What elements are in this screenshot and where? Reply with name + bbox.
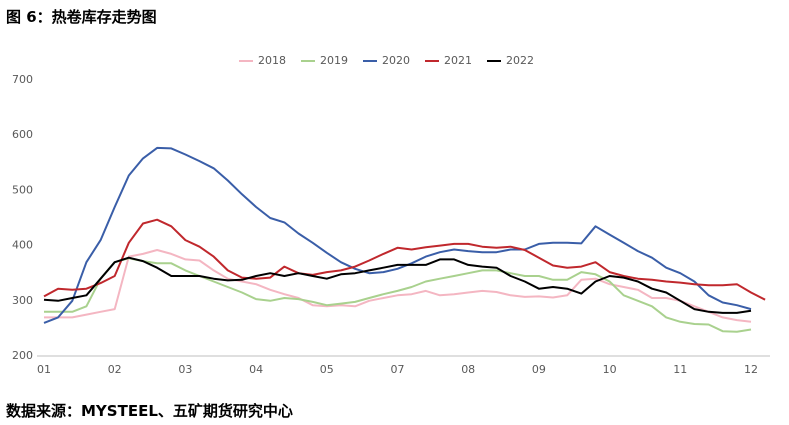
x-tick-label: 10: [603, 363, 617, 376]
x-tick-label: 08: [461, 363, 475, 376]
y-tick-label: 700: [12, 73, 33, 86]
legend-label: 2020: [382, 54, 410, 67]
x-tick-label: 02: [108, 363, 122, 376]
y-tick-label: 600: [12, 128, 33, 141]
source-note: 数据来源：MYSTEEL、五矿期货研究中心: [6, 402, 293, 420]
series-line: [43, 256, 752, 314]
x-tick-label: 07: [391, 363, 405, 376]
legend-label: 2019: [320, 54, 348, 67]
y-tick-label: 500: [12, 183, 33, 196]
legend-label: 2022: [506, 54, 534, 67]
x-tick-label: 09: [532, 363, 546, 376]
series-line: [44, 249, 752, 323]
x-tick-label: 11: [673, 363, 687, 376]
y-tick-label: 300: [12, 294, 33, 307]
x-tick-label: 04: [249, 363, 263, 376]
x-tick-label: 05: [320, 363, 334, 376]
series-line: [43, 146, 752, 324]
series-line: [43, 218, 766, 301]
legend-label: 2018: [258, 54, 286, 67]
x-tick-label: 01: [37, 363, 51, 376]
y-tick-label: 200: [12, 349, 33, 362]
x-tick-label: 03: [178, 363, 192, 376]
chart-title: 图 6：热卷库存走势图: [6, 8, 157, 26]
x-tick-label: 12: [744, 363, 758, 376]
legend-label: 2021: [444, 54, 472, 67]
y-tick-label: 400: [12, 239, 33, 252]
series-line: [44, 257, 752, 333]
